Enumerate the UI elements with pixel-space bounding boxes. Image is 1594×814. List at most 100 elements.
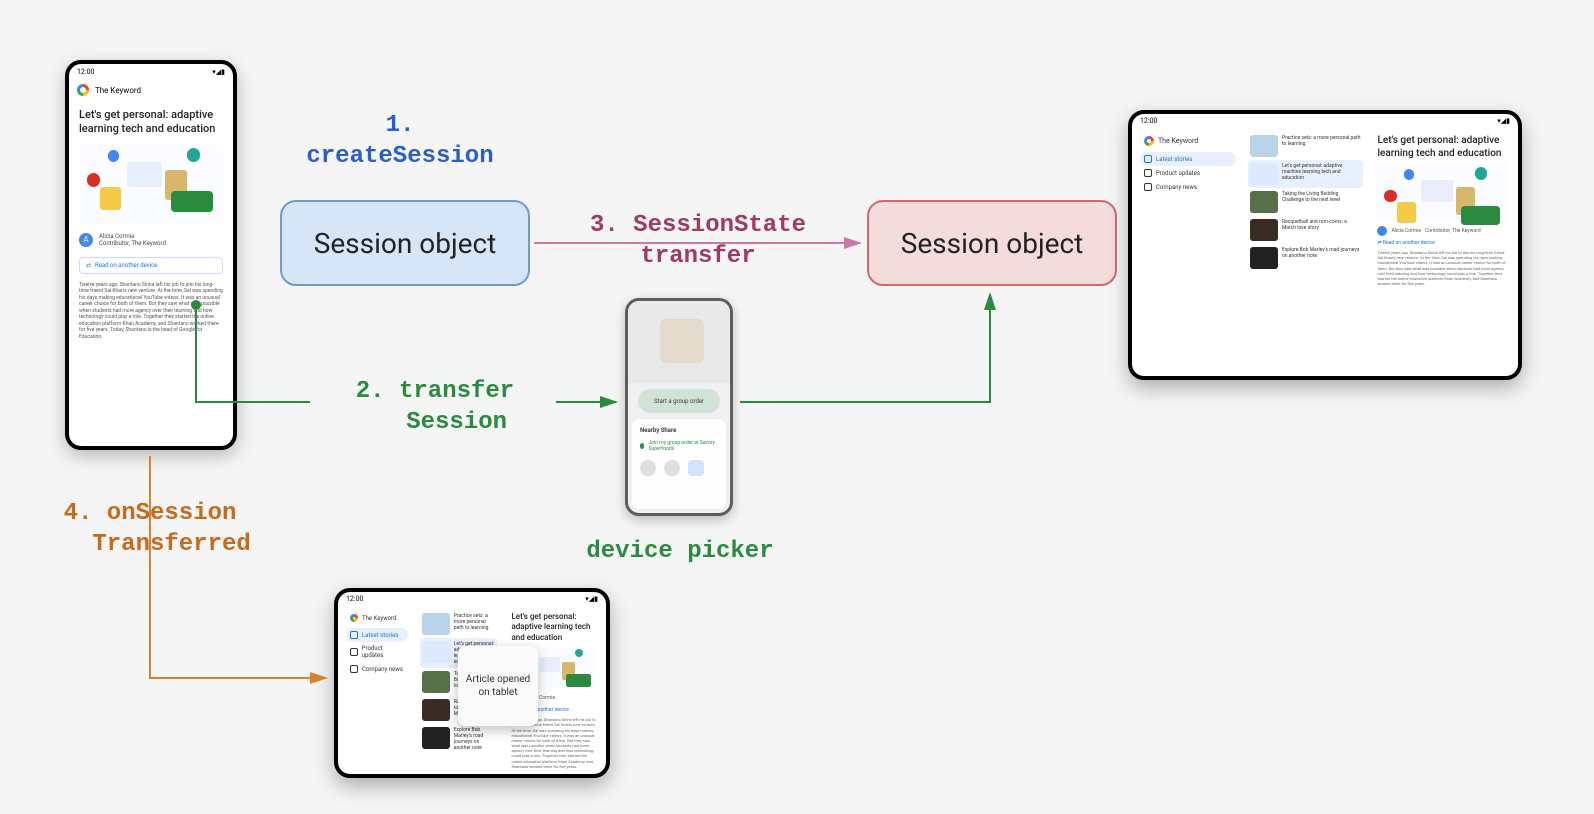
label-step2: 2. transfer Session	[320, 376, 550, 438]
article-body: Twelve years ago, Shantanu Sinha left hi…	[69, 278, 233, 349]
sidebar-item[interactable]: Product updates	[346, 642, 408, 662]
result-tablet: 12:00 ▾◢▮ The Keyword Latest stories Prod…	[334, 588, 610, 778]
feed-thumb	[422, 699, 450, 721]
picker-backdrop	[628, 301, 730, 383]
nav-icon	[350, 631, 358, 639]
status-time: 12:00	[77, 68, 94, 76]
nearby-target-device[interactable]	[688, 460, 704, 476]
session-object-target-label: Session object	[901, 227, 1084, 260]
session-object-source-label: Session object	[314, 227, 497, 260]
app-title: The Keyword	[362, 615, 397, 622]
sidebar-item[interactable]: Company news	[346, 662, 408, 676]
feed-thumb	[1250, 135, 1278, 157]
author-name: Alicia Cormie	[1391, 228, 1421, 234]
article-headline: Let's get personal: adaptive learning te…	[69, 102, 233, 143]
feed-thumb	[422, 727, 450, 749]
illus-tile	[1475, 167, 1487, 179]
article-body: Twelve years ago, Shantanu Sinha left hi…	[1377, 246, 1508, 286]
feed-title: Practice sets: a more personal path to l…	[1282, 135, 1362, 147]
article-illustration	[79, 145, 223, 225]
session-object-target: Session object	[867, 200, 1117, 286]
sidebar-item-label: Product updates	[362, 645, 404, 659]
status-dot-icon	[640, 443, 644, 449]
sidebar-item[interactable]: Product updates	[1140, 166, 1236, 180]
nearby-share-sheet: Nearby Share Join my group order at Savo…	[632, 419, 726, 509]
toast-article-opened: Article opened on tablet	[458, 646, 538, 726]
article-illustration	[1377, 164, 1508, 222]
author-avatar-icon	[1377, 226, 1387, 236]
feed-thumb	[422, 641, 450, 663]
sheet-title: Nearby Share	[638, 425, 720, 438]
nav-icon	[350, 648, 358, 656]
feed-card[interactable]: Racquetball and rom-coms: a Match love s…	[1248, 216, 1364, 244]
label-step1: 1. createSession	[290, 110, 510, 172]
feed-card[interactable]: Let's get personal: adaptive machine lea…	[1248, 160, 1364, 188]
illus-tile	[171, 191, 213, 212]
cast-icon: ⇄	[86, 262, 91, 269]
cta-label: Read on another device	[95, 262, 157, 269]
app-title: The Keyword	[95, 86, 141, 95]
tablet-article: Let's get personal: adaptive learning te…	[1367, 128, 1518, 374]
illus-tile	[1404, 169, 1414, 179]
feed-thumb	[1250, 247, 1278, 269]
status-icons: ▾◢▮	[585, 595, 598, 603]
feed-card[interactable]: Taking the Living Building Challenge to …	[1248, 188, 1364, 216]
feed-thumb	[1250, 191, 1278, 213]
phone-appbar: The Keyword	[69, 80, 233, 102]
label-device-picker: device picker	[570, 536, 790, 567]
device-picker-phone: Start a group order Nearby Share Join my…	[625, 298, 733, 516]
sidebar-item-label: Product updates	[1156, 170, 1200, 177]
sheet-subtitle-row: Join my group order at Savory Superfoods	[638, 438, 720, 454]
session-object-source: Session object	[280, 200, 530, 286]
google-logo-icon	[350, 614, 358, 622]
feed-card[interactable]: Practice sets: a more personal path to l…	[1248, 132, 1364, 160]
sidebar-item[interactable]: Latest stories	[346, 628, 408, 642]
read-on-another-device-button[interactable]: ⇄ Read on another device	[79, 257, 223, 274]
feed-title: Racquetball and rom-coms: a Match love s…	[1282, 219, 1362, 231]
illus-tile	[575, 649, 583, 657]
author-name: Alicia Cormie	[99, 233, 134, 240]
nav-icon	[1144, 155, 1152, 163]
sidebar-item-label: Latest stories	[362, 632, 398, 639]
author-role: Contributor, The Keyword	[99, 240, 166, 247]
target-tablet: 12:00 ▾◢▮ The Keyword Latest storiesProd…	[1128, 110, 1522, 380]
tablet-content: The Keyword Latest storiesProduct update…	[1132, 128, 1518, 374]
arrow-step4	[150, 456, 326, 678]
arrow-picker-to-session	[740, 294, 990, 402]
cta-label: Read on another device	[1383, 240, 1435, 246]
label-step4: 4. onSession Transferred	[40, 498, 260, 560]
feed-thumb	[422, 613, 450, 635]
status-icons: ▾◢▮	[212, 68, 225, 76]
feed-thumb	[1250, 163, 1278, 185]
feed-card[interactable]: Explore Bob Marley's road journeys on an…	[420, 724, 498, 754]
sheet-subtitle: Join my group order at Savory Superfoods	[648, 440, 718, 452]
nearby-target-avatar[interactable]	[664, 460, 680, 476]
google-logo-icon	[1144, 136, 1154, 146]
illus-tile	[1384, 190, 1396, 202]
illus-tile	[187, 148, 200, 161]
article-author: A Alicia Cormie Contributor, The Keyword	[69, 227, 233, 253]
status-time: 12:00	[346, 595, 363, 603]
feed-card[interactable]: Explore Bob Marley's road journeys on an…	[1248, 244, 1364, 272]
illus-tile	[108, 150, 120, 162]
author-avatar-icon: A	[79, 233, 93, 247]
feed-card[interactable]: Practice sets: a more personal path to l…	[420, 610, 498, 638]
phone-statusbar: 12:00 ▾◢▮	[69, 64, 233, 80]
feed-title: Explore Bob Marley's road journeys on an…	[1282, 247, 1362, 259]
picker-pill[interactable]: Start a group order	[638, 389, 720, 413]
sidebar-item[interactable]: Company news	[1140, 180, 1236, 194]
nearby-target-avatar[interactable]	[640, 460, 656, 476]
author-name-role: Alicia Cormie Contributor, The Keyword	[99, 233, 166, 247]
illus-tile	[566, 674, 591, 686]
feed-title: Practice sets: a more personal path to l…	[454, 613, 496, 631]
sidebar-list: Latest stories Product updates Company new…	[346, 628, 408, 676]
nav-icon	[1144, 169, 1152, 177]
sidebar-item[interactable]: Latest stories	[1140, 152, 1236, 166]
tablet-statusbar: 12:00 ▾◢▮	[338, 592, 606, 606]
tablet-sidebar: The Keyword Latest storiesProduct update…	[1132, 128, 1244, 374]
author-role: Contributor, The Keyword	[1425, 228, 1481, 234]
feed-thumb	[1250, 219, 1278, 241]
illus-tile	[1397, 202, 1416, 223]
tablet-feed: Practice sets: a more personal path to l…	[1244, 128, 1368, 374]
illus-tile	[87, 173, 100, 186]
